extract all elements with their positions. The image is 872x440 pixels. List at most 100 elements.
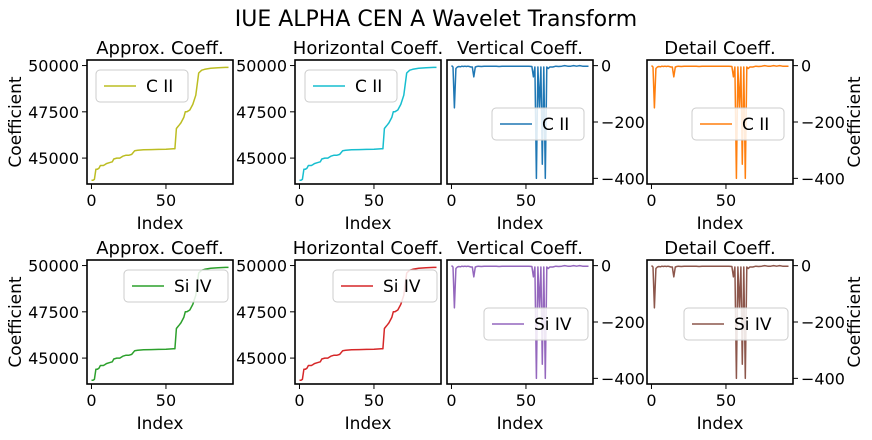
subplot-title: Vertical Coeff. (457, 238, 583, 259)
y-tick-label: 50000 (236, 57, 287, 76)
legend: Si IV (683, 307, 789, 341)
subplot-title: Detail Coeff. (664, 238, 776, 259)
legend: C II (691, 107, 785, 141)
y-tick-label: 45000 (28, 149, 79, 168)
legend-label: Si IV (174, 277, 212, 297)
y-tick-label: −400 (601, 369, 645, 388)
y-tick-label: 45000 (236, 149, 287, 168)
subplot-2: Horizontal Coeff. 0 50 Index 45000 47500 50000… (236, 38, 443, 234)
subplot-title: Approx. Coeff. (96, 238, 224, 259)
series-line (650, 264, 789, 380)
subplot-title: Approx. Coeff. (96, 38, 224, 59)
subplot-4: Detail Coeff. 0 50 Index −400 −200 0 Coefficien… (646, 38, 865, 234)
y-tick-label: 0 (601, 57, 611, 76)
legend: Si IV (332, 269, 438, 303)
y-axis-label: Coefficient (845, 76, 865, 167)
legend: Si IV (123, 269, 229, 303)
x-axis-label: Index (345, 214, 392, 234)
y-tick-label: −200 (801, 313, 845, 332)
x-tick-label: 50 (156, 191, 176, 210)
legend-label: Si IV (734, 315, 772, 335)
legend-box (95, 69, 189, 103)
x-tick-label: 0 (294, 191, 304, 210)
legend: C II (304, 69, 398, 103)
y-tick-label: −400 (801, 169, 845, 188)
x-tick-label: 50 (716, 191, 736, 210)
legend-label: Si IV (383, 277, 421, 297)
x-tick-label: 50 (516, 391, 536, 410)
subplot-title: Vertical Coeff. (457, 38, 583, 59)
y-axis-label: Coefficient (6, 76, 26, 167)
legend: Si IV (483, 307, 589, 341)
figure-title: IUE ALPHA CEN A Wavelet Transform (235, 7, 637, 32)
x-axis-label: Index (697, 414, 744, 434)
y-axis-label: Coefficient (845, 276, 865, 367)
x-axis-label: Index (697, 214, 744, 234)
y-tick-label: 47500 (236, 103, 287, 122)
y-tick-label: −200 (601, 313, 645, 332)
x-axis-label: Index (497, 214, 544, 234)
legend: C II (491, 107, 585, 141)
y-tick-label: 47500 (28, 303, 79, 322)
axes-frame (294, 259, 442, 385)
y-tick-label: 50000 (28, 57, 79, 76)
legend-label: Si IV (534, 315, 572, 335)
subplot-title: Horizontal Coeff. (293, 38, 443, 59)
y-tick-label: −400 (601, 169, 645, 188)
y-tick-label: 50000 (236, 257, 287, 276)
y-tick-label: −200 (801, 113, 845, 132)
x-axis-label: Index (497, 414, 544, 434)
series-line (91, 66, 229, 182)
legend-label: C II (542, 115, 569, 135)
legend-box (483, 307, 589, 341)
legend-box (683, 307, 789, 341)
legend: C II (95, 69, 189, 103)
y-tick-label: 45000 (236, 349, 287, 368)
subplot-7: Vertical Coeff. 0 50 Index −400 −200 0 Si IV (446, 238, 645, 434)
axes-frame (86, 259, 234, 385)
x-tick-label: 0 (86, 391, 96, 410)
y-tick-label: 0 (801, 57, 811, 76)
x-tick-label: 0 (446, 391, 456, 410)
x-tick-label: 50 (364, 191, 384, 210)
legend-box (304, 69, 398, 103)
subplot-3: Vertical Coeff. 0 50 Index −400 −200 0 C II (446, 38, 645, 234)
legend-label: C II (355, 77, 382, 97)
y-tick-label: 47500 (236, 303, 287, 322)
x-tick-label: 0 (446, 191, 456, 210)
y-tick-label: 47500 (28, 103, 79, 122)
series-line (450, 264, 589, 380)
subplot-title: Detail Coeff. (664, 38, 776, 59)
x-axis-label: Index (137, 414, 184, 434)
x-tick-label: 50 (364, 391, 384, 410)
y-tick-label: 50000 (28, 257, 79, 276)
series-line (650, 64, 789, 180)
y-tick-label: −200 (601, 113, 645, 132)
subplot-title: Horizontal Coeff. (293, 238, 443, 259)
subplot-1: Approx. Coeff. 0 50 Index 45000 47500 50000Coe… (6, 38, 234, 234)
y-tick-label: 0 (801, 257, 811, 276)
x-tick-label: 0 (646, 191, 656, 210)
legend-label: C II (146, 77, 173, 97)
y-axis-label: Coefficient (6, 276, 26, 367)
series-line (299, 66, 437, 182)
x-tick-label: 0 (294, 391, 304, 410)
y-tick-label: 0 (601, 257, 611, 276)
subplot-8: Detail Coeff. 0 50 Index −400 −200 0 Coefficien… (646, 238, 865, 434)
x-tick-label: 50 (716, 391, 736, 410)
x-tick-label: 0 (646, 391, 656, 410)
x-tick-label: 0 (86, 191, 96, 210)
y-tick-label: 45000 (28, 349, 79, 368)
legend-box (123, 269, 229, 303)
x-tick-label: 50 (156, 391, 176, 410)
axes-frame (294, 59, 442, 185)
x-tick-label: 50 (516, 191, 536, 210)
legend-label: C II (742, 115, 769, 135)
legend-box (332, 269, 438, 303)
legend-box (691, 107, 785, 141)
subplot-5: Approx. Coeff. 0 50 Index 45000 47500 50000Coe… (6, 238, 234, 434)
x-axis-label: Index (137, 214, 184, 234)
y-tick-label: −400 (801, 369, 845, 388)
subplot-6: Horizontal Coeff. 0 50 Index 45000 47500 50000… (236, 238, 443, 434)
